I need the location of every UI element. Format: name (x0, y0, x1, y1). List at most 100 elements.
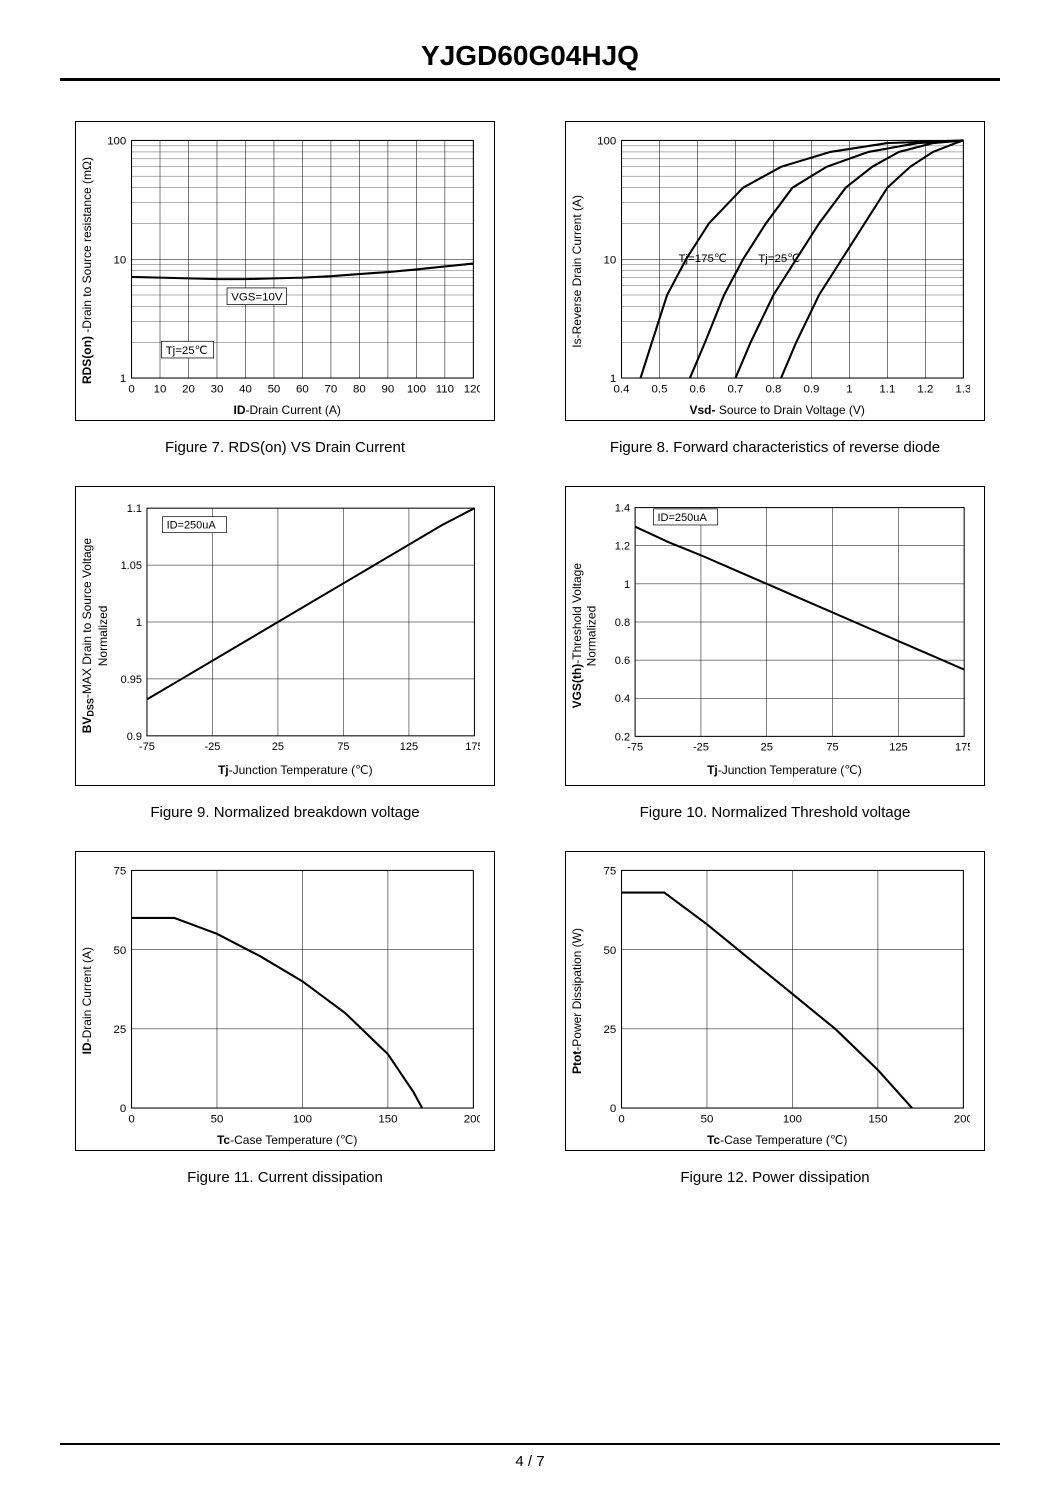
svg-text:0.8: 0.8 (615, 617, 630, 629)
svg-text:25: 25 (604, 1024, 617, 1036)
svg-text:80: 80 (353, 384, 366, 396)
svg-text:10: 10 (114, 254, 127, 266)
svg-text:0.9: 0.9 (126, 731, 141, 743)
svg-text:120: 120 (464, 384, 480, 396)
svg-text:Tj=25℃: Tj=25℃ (166, 345, 208, 357)
svg-text:50: 50 (114, 945, 127, 957)
title-bar: YJGD60G04HJQ (60, 40, 1000, 81)
chart10-block: VGS(th)-Threshold VoltageNormalized -75-… (550, 486, 1000, 821)
chart8-block: Is-Reverse Drain Current (A) 0.4 0.5 0.6 0.… (550, 121, 1000, 456)
svg-text:75: 75 (114, 866, 127, 878)
svg-text:0.4: 0.4 (614, 384, 631, 396)
charts-grid: RDS(on) -Drain to Source resistance (mΩ)… (60, 121, 1000, 1186)
svg-text:0.6: 0.6 (690, 384, 706, 396)
svg-text:25: 25 (271, 741, 283, 753)
svg-text:0.4: 0.4 (615, 693, 630, 705)
chart12-ylabel: Ptot-Power Dissipation (W) (570, 924, 584, 1078)
svg-text:1: 1 (624, 579, 630, 591)
svg-text:0.2: 0.2 (615, 731, 630, 743)
chart7-ylabel: RDS(on) -Drain to Source resistance (mΩ) (80, 153, 94, 388)
svg-text:0.9: 0.9 (804, 384, 820, 396)
chart7-caption: Figure 7. RDS(on) VS Drain Current (165, 439, 405, 456)
svg-text:200: 200 (954, 1114, 970, 1126)
svg-text:60: 60 (296, 384, 309, 396)
svg-text:0.8: 0.8 (766, 384, 782, 396)
chart9-xlabel: Tj-Junction Temperature (℃) (111, 763, 480, 777)
chart11-svg: 0501001502000255075 (94, 860, 480, 1131)
svg-text:0: 0 (619, 1114, 625, 1126)
chart11-block: ID-Drain Current (A) 0501001502000255075… (60, 851, 510, 1186)
svg-text:175: 175 (955, 741, 970, 753)
svg-text:-25: -25 (204, 741, 220, 753)
svg-text:200: 200 (464, 1114, 480, 1126)
chart12-caption: Figure 12. Power dissipation (680, 1169, 869, 1186)
svg-text:20: 20 (183, 384, 196, 396)
svg-text:1: 1 (610, 373, 616, 385)
svg-text:30: 30 (211, 384, 224, 396)
svg-text:1.05: 1.05 (120, 560, 141, 572)
svg-text:50: 50 (268, 384, 281, 396)
svg-text:ID=250uA: ID=250uA (657, 512, 707, 524)
svg-text:100: 100 (108, 136, 127, 148)
chart7-svg: 0102030405060708090100110120110100VGS=10… (94, 130, 480, 401)
svg-text:150: 150 (869, 1114, 888, 1126)
chart10-svg: -75-2525751251750.20.40.60.811.21.4ID=25… (599, 495, 970, 761)
chart8-caption: Figure 8. Forward characteristics of rev… (610, 439, 940, 456)
chart7-block: RDS(on) -Drain to Source resistance (mΩ)… (60, 121, 510, 456)
svg-text:0: 0 (120, 1103, 126, 1115)
svg-text:0: 0 (129, 1114, 135, 1126)
chart8-frame: Is-Reverse Drain Current (A) 0.4 0.5 0.6 0.… (565, 121, 985, 421)
svg-text:50: 50 (604, 945, 617, 957)
chart10-ylabel: VGS(th)-Threshold VoltageNormalized (570, 559, 599, 712)
svg-text:1.4: 1.4 (615, 503, 630, 515)
svg-text:0: 0 (129, 384, 135, 396)
chart10-caption: Figure 10. Normalized Threshold voltage (640, 804, 911, 821)
svg-text:70: 70 (325, 384, 338, 396)
svg-text:0.6: 0.6 (615, 655, 630, 667)
svg-text:1: 1 (847, 384, 853, 396)
svg-text:0: 0 (610, 1103, 616, 1115)
svg-text:Tj=175℃: Tj=175℃ (679, 253, 727, 265)
svg-text:25: 25 (114, 1024, 127, 1036)
chart7-frame: RDS(on) -Drain to Source resistance (mΩ)… (75, 121, 495, 421)
chart11-frame: ID-Drain Current (A) 0501001502000255075… (75, 851, 495, 1151)
chart10-frame: VGS(th)-Threshold VoltageNormalized -75-… (565, 486, 985, 786)
svg-text:-25: -25 (693, 741, 709, 753)
svg-text:50: 50 (211, 1114, 224, 1126)
chart12-block: Ptot-Power Dissipation (W) 0501001502000… (550, 851, 1000, 1186)
chart11-ylabel: ID-Drain Current (A) (80, 943, 94, 1058)
svg-text:0.5: 0.5 (652, 384, 668, 396)
svg-text:175: 175 (465, 741, 480, 753)
chart9-ylabel: BVDSS-MAX Drain to Source VoltageNormali… (80, 534, 111, 737)
svg-text:1.1: 1.1 (880, 384, 896, 396)
svg-text:Tj=25℃: Tj=25℃ (759, 253, 801, 265)
svg-text:0.95: 0.95 (120, 674, 141, 686)
chart8-xlabel: Vsd- Source to Drain Voltage (V) (584, 403, 970, 417)
svg-text:25: 25 (760, 741, 772, 753)
chart12-svg: 0 50 100 150 200 0 25 50 75 (584, 860, 970, 1131)
chart8-svg: 0.40.50.60.70.80.911.11.21.3110100Tj=175… (584, 130, 970, 401)
svg-text:75: 75 (604, 866, 617, 878)
svg-text:40: 40 (239, 384, 252, 396)
svg-text:1.1: 1.1 (126, 503, 141, 515)
chart9-svg: -75-2525751251750.90.9511.051.1ID=250uA (111, 495, 480, 761)
svg-text:125: 125 (889, 741, 907, 753)
chart11-caption: Figure 11. Current dissipation (187, 1169, 383, 1186)
svg-text:1: 1 (135, 617, 141, 629)
svg-text:50: 50 (701, 1114, 714, 1126)
part-number-title: YJGD60G04HJQ (60, 40, 1000, 72)
svg-text:100: 100 (783, 1114, 802, 1126)
chart8-ylabel: Is-Reverse Drain Current (A) (570, 191, 584, 352)
svg-text:100: 100 (407, 384, 426, 396)
svg-text:110: 110 (436, 384, 454, 396)
svg-text:1: 1 (120, 373, 126, 385)
svg-text:ID=250uA: ID=250uA (166, 520, 216, 532)
chart9-caption: Figure 9. Normalized breakdown voltage (150, 804, 419, 821)
svg-text:0.7: 0.7 (728, 384, 744, 396)
svg-text:125: 125 (399, 741, 417, 753)
svg-text:100: 100 (598, 136, 617, 148)
svg-text:1.3: 1.3 (956, 384, 970, 396)
page-indicator: 4 / 7 (515, 1453, 544, 1470)
svg-text:150: 150 (379, 1114, 398, 1126)
svg-text:1.2: 1.2 (615, 541, 630, 553)
